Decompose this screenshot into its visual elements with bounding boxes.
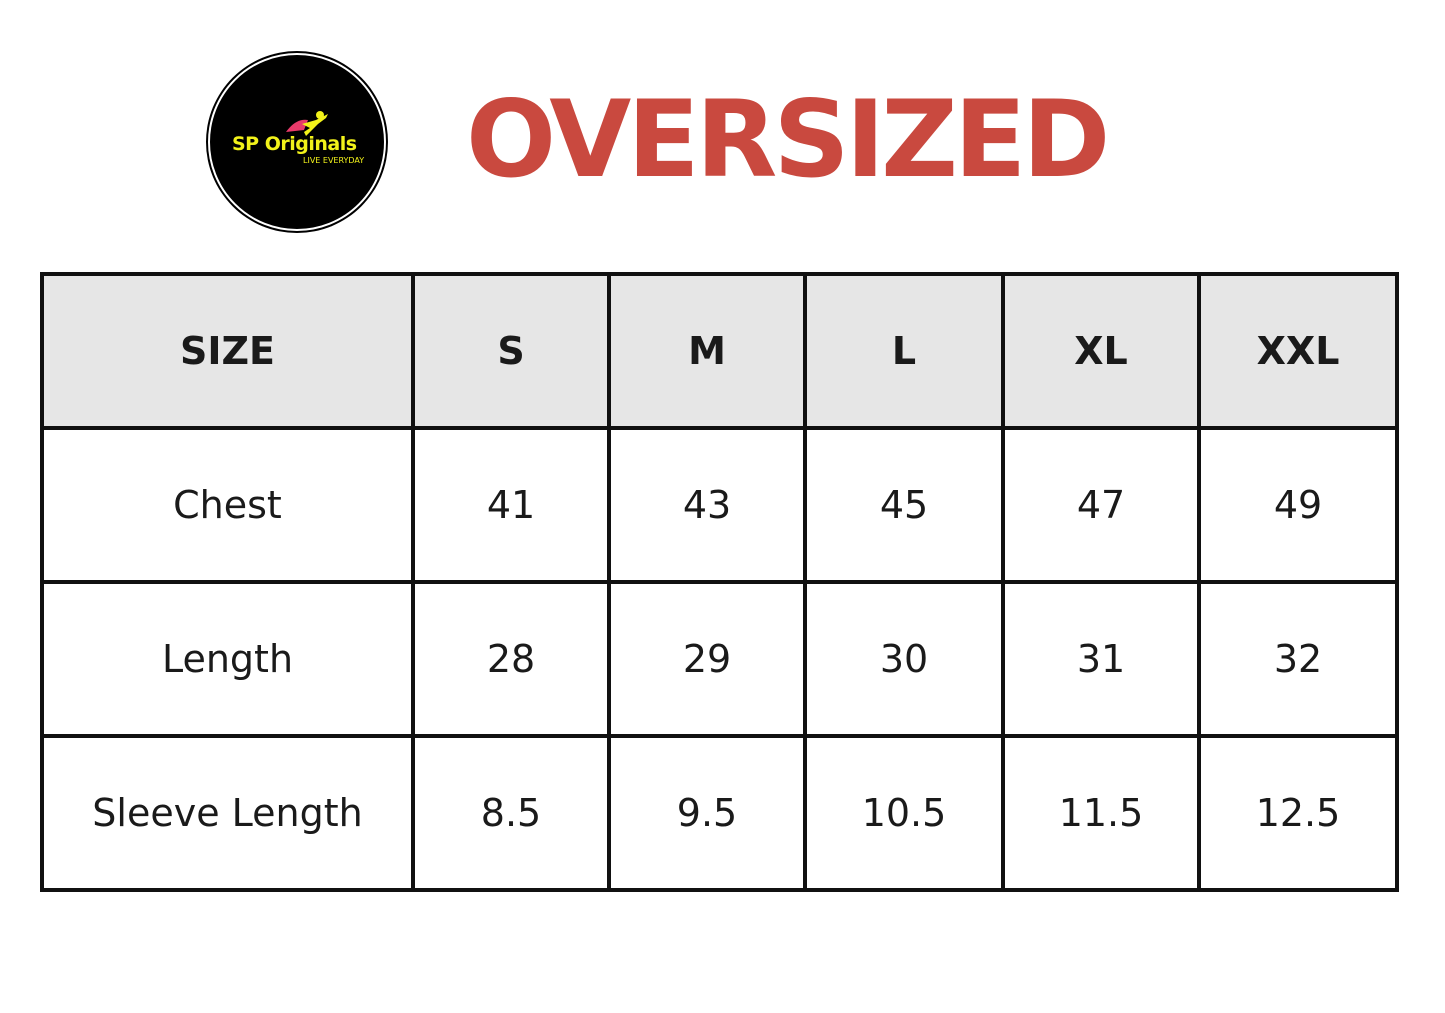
table-header-row: SIZE S M L XL XXL: [40, 272, 1399, 430]
row-label: Sleeve Length: [40, 734, 415, 892]
table-cell: 11.5: [1001, 734, 1201, 892]
table-cell: 47: [1001, 426, 1201, 584]
table-cell: 45: [803, 426, 1005, 584]
table-cell: 28: [411, 580, 611, 738]
table-row: Length 28 29 30 31 32: [40, 580, 1399, 738]
table-row: Sleeve Length 8.5 9.5 10.5 11.5 12.5: [40, 734, 1399, 892]
page-title: OVERSIZED: [466, 78, 1110, 201]
table-cell: 12.5: [1197, 734, 1399, 892]
size-chart-table: SIZE S M L XL XXL Chest 41 43 45 47 49 L…: [40, 272, 1399, 892]
brand-logo: SP Originals LIVE EVERYDAY: [208, 53, 386, 231]
row-label: Length: [40, 580, 415, 738]
table-cell: 9.5: [607, 734, 807, 892]
table-cell: 41: [411, 426, 611, 584]
table-cell: 8.5: [411, 734, 611, 892]
table-cell: 43: [607, 426, 807, 584]
table-cell: 49: [1197, 426, 1399, 584]
table-cell: 10.5: [803, 734, 1005, 892]
table-row: Chest 41 43 45 47 49: [40, 426, 1399, 584]
table-cell: 30: [803, 580, 1005, 738]
header-cell: SIZE: [40, 272, 415, 430]
row-label: Chest: [40, 426, 415, 584]
header-cell: XXL: [1197, 272, 1399, 430]
logo-tagline: LIVE EVERYDAY: [303, 156, 365, 165]
table-cell: 32: [1197, 580, 1399, 738]
header-cell: M: [607, 272, 807, 430]
superhero-icon: [286, 111, 328, 136]
header-cell: XL: [1001, 272, 1201, 430]
header-cell: L: [803, 272, 1005, 430]
table-cell: 29: [607, 580, 807, 738]
logo-brand-text: SP Originals: [232, 133, 357, 155]
header-cell: S: [411, 272, 611, 430]
table-cell: 31: [1001, 580, 1201, 738]
